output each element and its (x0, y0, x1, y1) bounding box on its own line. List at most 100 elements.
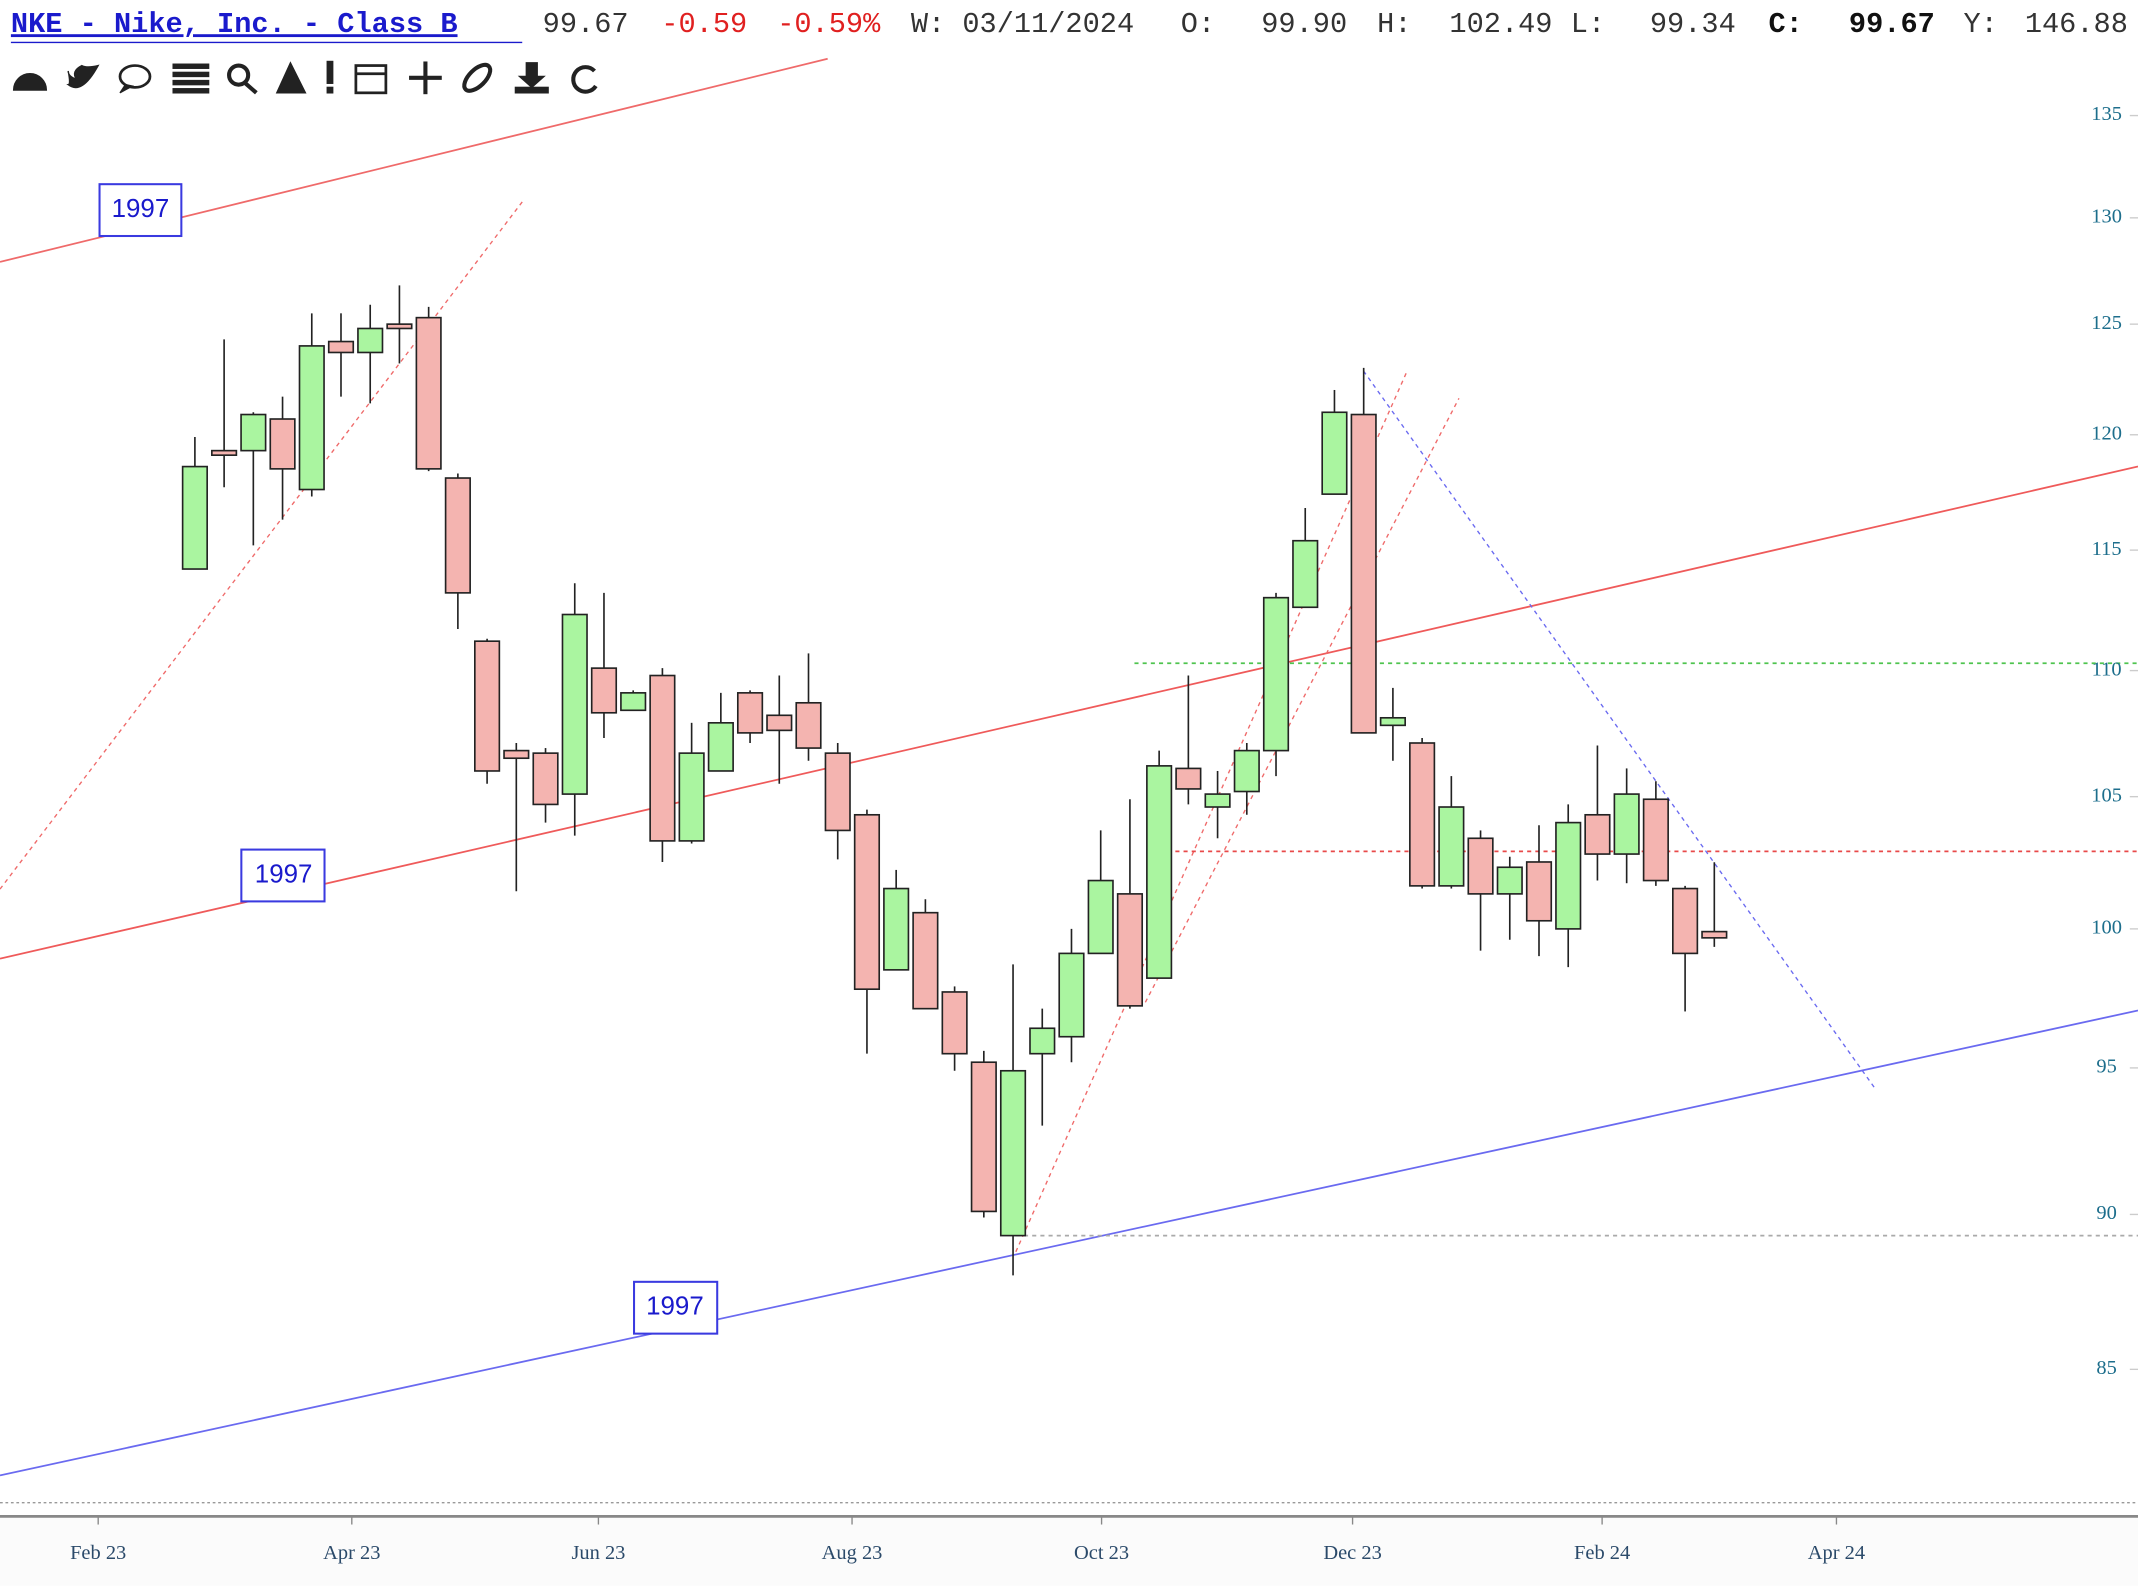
axes: 85 90 95 100 105 110 115 120 125 130 135 Feb 23 Apr … (70, 103, 2138, 1564)
candle-body (1672, 887, 1699, 955)
dashboard-icon[interactable] (12, 73, 48, 91)
list-icon[interactable] (172, 63, 210, 94)
candle-body (474, 640, 501, 772)
candle-body (1438, 806, 1465, 887)
y-tick-label: 105 (2091, 784, 2122, 806)
y-tick-label: 130 (2091, 206, 2122, 228)
symbol[interactable]: NKE - Nike, Inc. - Class B (11, 8, 458, 41)
candle-body (357, 327, 384, 354)
y-tick-label: 90 (2096, 1202, 2116, 1224)
y-tick-label: 95 (2096, 1056, 2116, 1078)
candle-body (327, 340, 355, 354)
year-label: Y: (1963, 8, 1997, 41)
x-axis-band (0, 1516, 2138, 1586)
header: NKE - Nike, Inc. - Class B 99.67 -0.59 -… (11, 8, 2128, 44)
x-tick-label: Apr 24 (1808, 1542, 1865, 1564)
comment-icon[interactable] (118, 64, 152, 94)
candle-body (561, 613, 588, 795)
change-pct: -0.59% (777, 8, 881, 41)
candle-body (1496, 866, 1523, 895)
y-tick-label: 120 (2091, 422, 2122, 444)
candle-body (1058, 952, 1085, 1038)
candle-body (181, 465, 208, 570)
candle-body (795, 701, 822, 749)
candle-body (415, 316, 442, 470)
candles (181, 285, 1728, 1276)
calendar-icon[interactable] (354, 64, 388, 95)
link-icon[interactable] (460, 60, 495, 95)
candle-body (1525, 861, 1553, 922)
trendline (0, 465, 2138, 960)
close-value: 99.67 (1849, 8, 1935, 41)
candle-body (883, 887, 910, 971)
x-tick-label: Feb 23 (70, 1542, 126, 1564)
candle-body (1087, 879, 1114, 955)
candle-body (240, 413, 267, 452)
x-tick-label: Oct 23 (1074, 1542, 1129, 1564)
candle-body (1613, 793, 1640, 855)
trendline (1015, 370, 1408, 1253)
candle-body (678, 752, 705, 842)
candle-body (1350, 413, 1377, 734)
candle-body (970, 1061, 997, 1213)
alert-icon[interactable] (326, 60, 334, 94)
y-tick-label: 135 (2091, 103, 2122, 125)
annotations: 1997 1997 1997 (98, 183, 719, 1335)
annotation: 1997 (646, 1293, 704, 1321)
period: W: 03/11/2024 (911, 8, 1134, 41)
high-label: H: (1377, 8, 1411, 41)
candle-body (999, 1069, 1027, 1237)
last-price: 99.67 (543, 8, 629, 41)
annotation-box (240, 848, 326, 903)
candle-body (532, 752, 559, 806)
annotation: 1997 (255, 860, 313, 888)
y-tick-label: 115 (2092, 538, 2122, 560)
candle-body (766, 714, 793, 732)
candle-body (1262, 596, 1290, 752)
annotation-box (98, 183, 183, 238)
candle-body (1555, 821, 1582, 930)
candle-body (941, 991, 968, 1055)
high-value: 102.49 (1449, 8, 1552, 41)
low-value: 99.34 (1650, 8, 1736, 41)
search-icon[interactable] (227, 63, 258, 95)
levels (1015, 662, 2138, 1237)
y-tick-label: 100 (2091, 917, 2122, 939)
candle-body (912, 911, 939, 1010)
move-icon[interactable] (409, 61, 442, 95)
candle-body (1233, 749, 1260, 793)
open-label: O: (1181, 8, 1215, 41)
candle-body (620, 692, 647, 712)
candle-body (1467, 837, 1494, 895)
candle-body (1029, 1027, 1056, 1055)
toolbar (12, 60, 598, 95)
x-tick-label: Dec 23 (1323, 1542, 1381, 1564)
download-icon[interactable] (514, 62, 549, 94)
candle-body (1584, 813, 1611, 855)
candle-body (853, 813, 881, 991)
candle-body (211, 449, 238, 456)
candle-body (1701, 930, 1728, 939)
close-label: C: (1768, 8, 1802, 41)
x-tick-label: Jun 23 (571, 1542, 625, 1564)
candle-body (386, 323, 413, 330)
triangle-icon[interactable] (275, 61, 307, 94)
candle-body (1642, 798, 1669, 882)
twitter-icon[interactable] (66, 64, 100, 89)
x-tick-label: Feb 24 (1574, 1542, 1630, 1564)
candle-body (1409, 742, 1436, 887)
candle-body (1292, 539, 1319, 609)
candle-body (649, 674, 676, 842)
candle-body (298, 345, 325, 491)
open-value: 99.90 (1261, 8, 1347, 41)
candle-body (707, 722, 734, 772)
trendline (0, 1009, 2138, 1477)
candle-body (590, 667, 618, 714)
candle-body (1204, 793, 1231, 808)
refresh-icon[interactable] (571, 65, 598, 94)
annotation: 1997 (112, 195, 170, 223)
y-tick-label: 125 (2091, 312, 2122, 334)
